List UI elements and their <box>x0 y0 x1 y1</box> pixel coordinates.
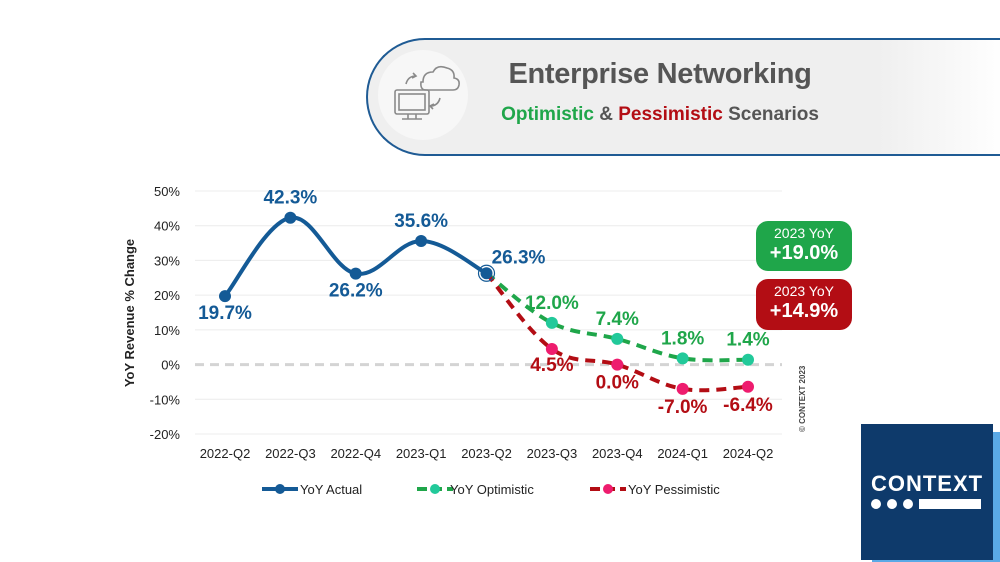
series-line-yoy-pessimistic <box>484 271 749 393</box>
data-point-marker <box>545 342 558 355</box>
data-label: 26.3% <box>492 247 546 268</box>
series-markers <box>219 211 754 395</box>
data-label: 7.4% <box>596 309 639 330</box>
y-tick-label: 30% <box>154 253 180 268</box>
subtitle-rest: Scenarios <box>722 104 819 125</box>
pessimistic-badge-value: +14.9% <box>769 300 839 322</box>
logo-dot <box>887 499 897 509</box>
x-tick-label: 2022-Q2 <box>200 446 251 461</box>
y-tick-labels: 50% 40% 30% 20% 10% 0% -10% -20% <box>150 184 181 442</box>
data-label: 1.8% <box>661 328 704 349</box>
legend-label: YoY Pessimistic <box>628 482 720 497</box>
x-tick-label: 2023-Q1 <box>396 446 447 461</box>
x-tick-label: 2024-Q1 <box>657 446 708 461</box>
data-label: 1.4% <box>726 330 769 351</box>
data-point-marker <box>742 353 754 366</box>
y-tick-label: 50% <box>154 184 180 199</box>
logo-bar <box>919 499 981 509</box>
banner-title: Enterprise Networking <box>508 58 812 90</box>
legend-label: YoY Actual <box>300 482 362 497</box>
data-label: 42.3% <box>263 188 317 209</box>
subtitle-pessimistic: Pessimistic <box>618 104 723 125</box>
x-tick-label: 2023-Q2 <box>461 446 512 461</box>
data-label: 12.0% <box>525 293 579 314</box>
optimistic-yoy-badge: 2023 YoY +19.0% <box>756 221 852 271</box>
data-point-marker <box>742 380 754 393</box>
copyright-text: © CONTEXT 2023 <box>798 365 807 432</box>
data-point-marker <box>545 316 558 329</box>
y-axis-label: YoY Revenue % Change <box>122 239 137 387</box>
subtitle-optimistic: Optimistic <box>501 104 594 125</box>
grid-lines <box>195 190 782 435</box>
x-tick-label: 2022-Q3 <box>265 446 316 461</box>
data-label: 19.7% <box>198 303 252 324</box>
data-point-marker <box>611 358 624 371</box>
legend-marker <box>275 484 285 494</box>
y-tick-label: 20% <box>154 288 180 303</box>
y-tick-label: -20% <box>150 427 181 442</box>
data-point-marker <box>219 290 231 303</box>
data-labels: 19.7% 42.3% 26.2% 35.6% 26.3% 12.0% 7.4% 1.8% 1.… <box>198 188 773 418</box>
logo-dot <box>871 499 881 509</box>
x-tick-label: 2023-Q3 <box>527 446 578 461</box>
data-label: 4.5% <box>530 355 573 376</box>
data-point-marker <box>284 211 297 224</box>
data-point-marker <box>676 382 689 395</box>
legend: YoY Actual YoY Optimistic YoY Pessimistic <box>262 482 720 497</box>
highlight-ring <box>477 264 496 282</box>
data-point-marker <box>415 234 428 247</box>
y-tick-label: 40% <box>154 219 180 234</box>
data-label: -7.0% <box>658 397 708 418</box>
pessimistic-badge-label: 2023 YoY <box>774 283 834 299</box>
y-tick-label: 10% <box>154 323 180 338</box>
banner-subtitle: Optimistic & Pessimistic Scenarios <box>440 104 880 126</box>
subtitle-and: & <box>593 104 619 125</box>
data-label: -6.4% <box>723 395 773 416</box>
series-line-yoy-optimistic <box>485 271 749 363</box>
x-tick-label: 2023-Q4 <box>592 446 643 461</box>
data-point-marker <box>480 267 493 280</box>
logo-dot <box>903 499 913 509</box>
y-tick-label: 0% <box>161 358 180 373</box>
x-tick-label: 2024-Q2 <box>723 446 774 461</box>
x-tick-label: 2022-Q4 <box>330 446 381 461</box>
title-banner <box>366 38 1000 156</box>
data-point-marker <box>349 267 362 280</box>
context-logo: CONTEXT <box>861 424 993 560</box>
legend-marker <box>603 484 613 494</box>
legend-marker <box>430 484 440 494</box>
pessimistic-yoy-badge: 2023 YoY +14.9% <box>756 279 852 330</box>
optimistic-badge-label: 2023 YoY <box>774 225 834 241</box>
legend-label: YoY Optimistic <box>450 482 534 497</box>
data-label: 35.6% <box>394 211 448 232</box>
data-label: 0.0% <box>596 373 639 394</box>
data-point-marker <box>676 352 689 365</box>
data-point-marker <box>611 332 624 345</box>
optimistic-badge-value: +19.0% <box>769 242 839 264</box>
y-tick-label: -10% <box>150 392 181 407</box>
logo-text: CONTEXT <box>870 471 984 496</box>
cloud-computer-sync-icon <box>394 65 460 120</box>
x-tick-labels: 2022-Q2 2022-Q3 2022-Q4 2023-Q1 2023-Q2 2023-… <box>200 446 774 461</box>
data-label: 26.2% <box>329 281 383 302</box>
banner-icon-circle <box>378 50 468 140</box>
